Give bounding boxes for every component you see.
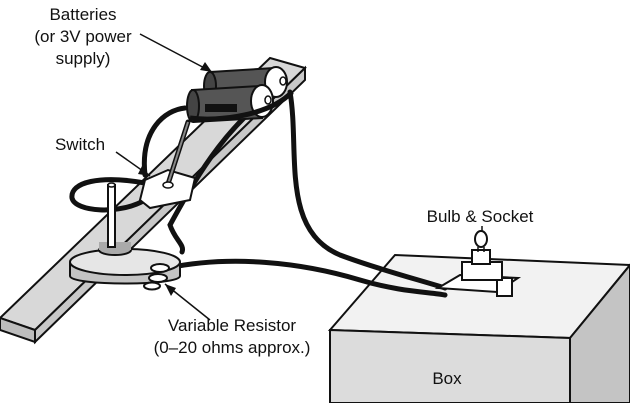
arrow-batteries xyxy=(200,62,212,72)
battery-holder-strap xyxy=(189,90,294,122)
bulb-socket xyxy=(434,230,522,297)
label-resistor-line1: Variable Resistor xyxy=(168,316,297,335)
arrow-switch xyxy=(138,166,150,176)
label-box: Box xyxy=(432,369,462,388)
label-batteries-line3: supply) xyxy=(56,49,111,68)
label-batteries-line1: Batteries xyxy=(49,5,116,24)
wire-switch-loop xyxy=(69,177,148,213)
label-batteries-line2: (or 3V power xyxy=(34,27,132,46)
label-resistor-line2: (0–20 ohms approx.) xyxy=(154,338,311,357)
variable-resistor xyxy=(69,182,181,291)
label-bulb-socket: Bulb & Socket xyxy=(427,207,534,226)
arrow-resistor xyxy=(165,284,176,296)
wire-battery-to-switch xyxy=(141,105,188,178)
switch xyxy=(138,119,197,210)
wire-battery-to-bulb xyxy=(287,89,448,291)
label-switch: Switch xyxy=(55,135,105,154)
leader-batteries xyxy=(139,33,213,73)
wire-resistor-to-bulb xyxy=(165,258,448,298)
